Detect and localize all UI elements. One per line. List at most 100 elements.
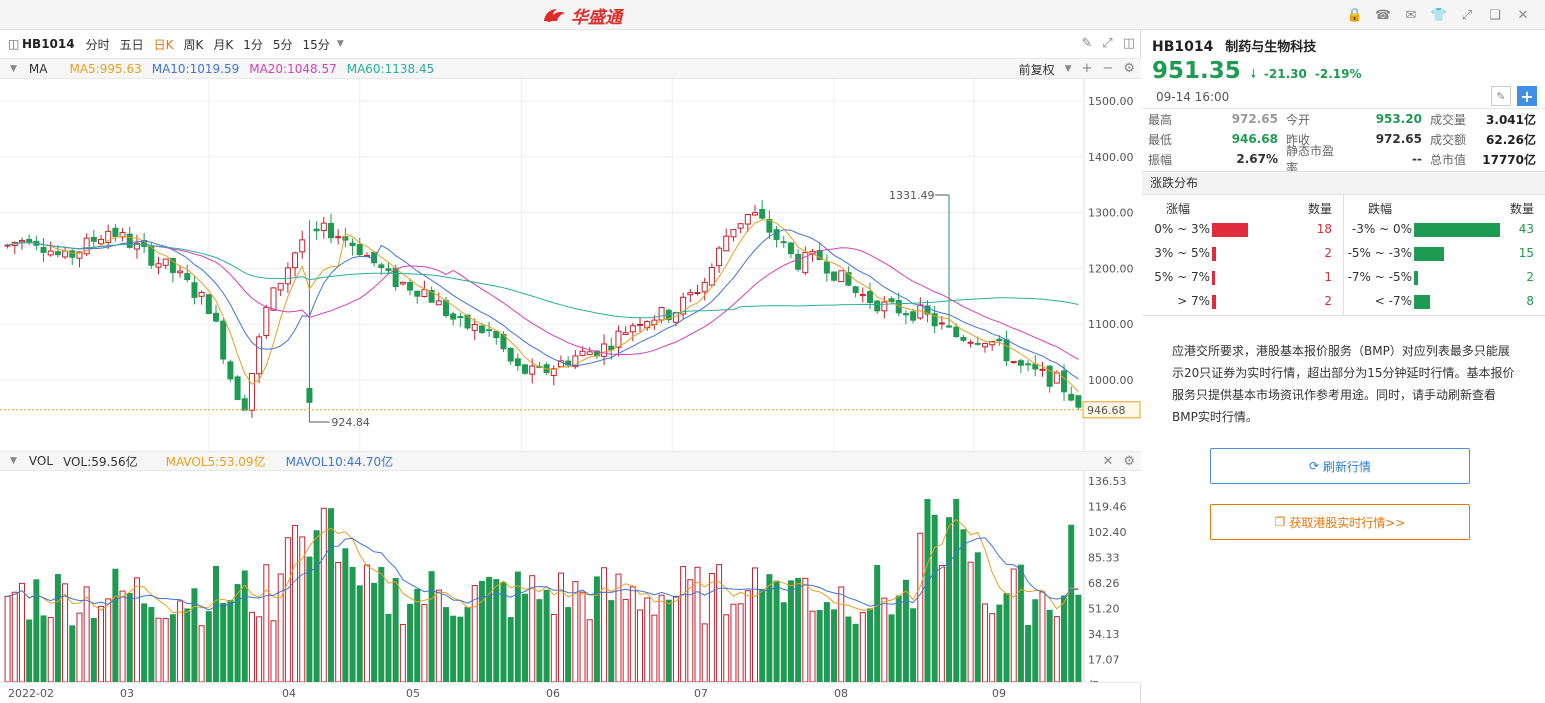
vol-legend: ▼ VOL VOL:59.56亿 MAVOL5:53.09亿 MAVOL10:4… — [0, 451, 1141, 471]
volume-bar — [859, 612, 866, 682]
vol-value: VOL:59.56亿 — [63, 454, 138, 469]
volume-bar — [680, 566, 687, 682]
tab-period-5min[interactable]: 5分 — [272, 37, 293, 52]
volume-bar — [378, 566, 385, 682]
volume-bar — [220, 603, 227, 682]
tab-period-intraday[interactable]: 分时 — [85, 37, 110, 52]
ma-collapse-icon[interactable]: ▼ — [10, 63, 17, 74]
vol-collapse-icon[interactable]: ▼ — [10, 456, 17, 466]
settings-icon[interactable]: ⚙ — [1123, 61, 1135, 76]
candlestick-chart[interactable]: 1500.00 1400.00 1300.00 1200.00 1100.00 1000.… — [0, 79, 1141, 451]
volume-tick-label: 102.40 — [1088, 526, 1127, 539]
candle-body — [608, 345, 615, 351]
volume-bar — [1032, 599, 1039, 682]
skin-icon[interactable]: 👕 — [1430, 7, 1448, 23]
distribution-range: -5% ~ -3% — [1347, 246, 1412, 260]
get-realtime-button-label: 获取港股实时行情>> — [1289, 515, 1406, 530]
tab-period-monthly[interactable]: 月K — [213, 37, 234, 52]
adjust-select[interactable]: 前复权 — [1018, 63, 1055, 77]
candle-body — [1039, 368, 1046, 371]
panel-toggle-icon[interactable]: ◫ — [8, 37, 20, 51]
volume-bar — [881, 597, 888, 682]
distribution-count: 2 — [1526, 270, 1534, 284]
candle-body — [263, 306, 270, 336]
candle-body — [407, 281, 414, 291]
lock-icon[interactable]: 🔒 — [1346, 7, 1364, 23]
ma5-value: MA5:995.63 — [69, 61, 142, 76]
volume-bar — [924, 498, 931, 682]
candle-body — [464, 314, 471, 329]
volume-bar — [471, 585, 478, 682]
add-watchlist-icon[interactable]: + — [1517, 86, 1537, 106]
candle-body — [687, 292, 694, 296]
value-amplitude: 2.67% — [1236, 152, 1278, 166]
volume-bar — [442, 607, 449, 682]
volume-bar — [586, 619, 593, 682]
volume-bar — [514, 571, 521, 682]
candle-body — [852, 286, 859, 293]
tab-period-weekly[interactable]: 周K — [183, 37, 204, 52]
candle-body — [629, 325, 636, 333]
distribution-count: 15 — [1518, 246, 1534, 260]
volume-bar — [730, 603, 737, 682]
volume-bar — [831, 609, 838, 682]
volume-bar — [299, 536, 306, 682]
note-icon[interactable]: ✎ — [1491, 86, 1511, 106]
label-turnover: 成交额 — [1430, 132, 1467, 147]
mavol10-line — [7, 537, 1079, 611]
adjust-dropdown-icon[interactable]: ▼ — [1064, 64, 1072, 74]
tab-period-5day[interactable]: 五日 — [119, 37, 144, 52]
restore-icon[interactable]: ❏ — [1489, 7, 1501, 23]
volume-bar — [464, 606, 471, 682]
volume-tick-label: 68.26 — [1088, 577, 1120, 590]
draw-pen-icon[interactable]: ✎ — [1081, 36, 1093, 51]
volume-bar — [823, 602, 830, 682]
volume-bar — [327, 508, 334, 682]
vol-label[interactable]: VOL — [28, 454, 54, 468]
minimize-indicator-icon[interactable]: − — [1102, 61, 1114, 76]
distribution-range: 0% ~ 3% — [1154, 222, 1210, 236]
candle-body — [866, 291, 873, 303]
get-realtime-button[interactable]: ❐ 获取港股实时行情>> — [1210, 504, 1470, 540]
volume-bar — [1010, 568, 1017, 682]
collapse-panel-icon[interactable]: ◫ — [1122, 36, 1135, 51]
label-amplitude: 振幅 — [1148, 152, 1173, 167]
volume-bar — [572, 581, 579, 682]
close-vol-icon[interactable]: ✕ — [1102, 454, 1114, 469]
quote-name: 制药与生物科技 — [1225, 40, 1317, 55]
volume-bar — [33, 579, 40, 682]
candle-body — [1061, 370, 1068, 393]
tab-period-15min[interactable]: 15分 — [302, 37, 330, 52]
volume-bar — [816, 609, 823, 682]
vol-settings-icon[interactable]: ⚙ — [1123, 454, 1135, 469]
volume-bar — [737, 603, 744, 682]
tab-period-1min[interactable]: 1分 — [243, 37, 263, 52]
candle-body — [694, 292, 701, 295]
candle-body — [723, 235, 730, 252]
volume-bar — [902, 579, 909, 682]
volume-bar — [54, 574, 61, 682]
last-price: 951.35 — [1152, 58, 1241, 84]
fullscreen-icon[interactable]: ⤢ — [1102, 36, 1113, 51]
candle-body — [924, 305, 931, 315]
candle-body — [967, 341, 974, 344]
close-icon[interactable]: ✕ — [1517, 7, 1529, 23]
volume-bar — [263, 564, 270, 682]
volume-bar — [565, 607, 572, 682]
distribution-bar — [1414, 247, 1444, 261]
refresh-button[interactable]: ⟳ 刷新行情 — [1210, 448, 1470, 484]
add-indicator-icon[interactable]: + — [1081, 61, 1093, 76]
headset-icon[interactable]: ☎ — [1374, 7, 1392, 23]
volume-chart[interactable]: 136.53 119.46 102.40 85.33 68.26 51.20 34.13 17… — [0, 471, 1141, 682]
volume-bar — [414, 588, 421, 682]
mail-icon[interactable]: ✉ — [1405, 7, 1417, 23]
volume-bar — [759, 588, 766, 682]
volume-bar — [421, 604, 428, 682]
candle-body — [162, 258, 169, 266]
period-dropdown-icon[interactable]: ▼ — [336, 39, 344, 49]
tab-period-daily[interactable]: 日K — [153, 37, 174, 52]
candle-body — [349, 242, 356, 247]
ma-label[interactable]: MA — [28, 61, 48, 76]
volume-bar — [119, 590, 126, 682]
shrink-icon[interactable]: ⤢ — [1461, 7, 1473, 23]
